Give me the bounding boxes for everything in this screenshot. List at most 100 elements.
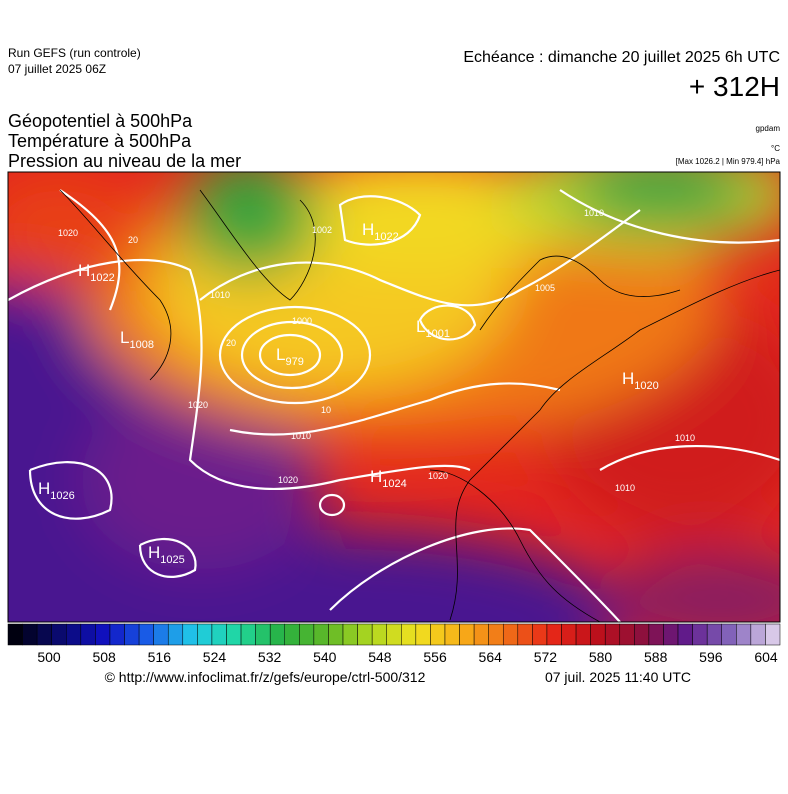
colorbar-swatch	[226, 623, 242, 646]
colorbar-swatch	[706, 623, 722, 646]
colorbar-swatch	[80, 623, 96, 646]
colorbar-swatch	[415, 623, 431, 646]
colorbar-label: 572	[534, 649, 558, 665]
unit: gpdam	[756, 124, 781, 133]
colorbar-swatch	[386, 623, 402, 646]
colorbar-label: 556	[423, 649, 447, 665]
colorbar-swatch	[299, 623, 315, 646]
colorbar-label: 508	[92, 649, 116, 665]
colorbar-swatch	[95, 623, 111, 646]
pressure-center: L1001	[416, 317, 450, 340]
contour-label: 10	[321, 405, 331, 415]
colorbar-swatch	[561, 623, 577, 646]
center-value: 1008	[129, 339, 153, 351]
center-letter: H	[370, 467, 382, 486]
contour-label: 1000	[292, 316, 312, 326]
contour-label: 1005	[535, 283, 555, 293]
map	[8, 172, 780, 622]
center-letter: H	[362, 220, 374, 239]
center-letter: H	[38, 479, 50, 498]
colorbar-swatch	[532, 623, 548, 646]
center-letter: L	[120, 328, 129, 347]
colorbar-label: 524	[203, 649, 227, 665]
colorbar-swatch	[430, 623, 446, 646]
run-date: 07 juillet 2025 06Z	[8, 62, 106, 76]
center-value: 1022	[90, 272, 114, 284]
colorbar-label: 564	[479, 649, 503, 665]
pressure-center: L979	[276, 345, 304, 368]
colorbar-swatch	[182, 623, 198, 646]
unit: °C	[771, 144, 780, 153]
title: Géopotentiel à 500hPa	[8, 111, 193, 131]
colorbar-label: 580	[589, 649, 613, 665]
colorbar-swatch	[619, 623, 635, 646]
colorbar-swatch	[51, 623, 67, 646]
colorbar-swatch	[284, 623, 300, 646]
colorbar-label: 588	[644, 649, 668, 665]
colorbar-swatch	[240, 623, 256, 646]
center-value: 1024	[382, 478, 406, 490]
colorbar-swatch	[721, 623, 737, 646]
contour-label: 1002	[312, 225, 332, 235]
colorbar-label: 540	[313, 649, 337, 665]
colorbar-swatch	[138, 623, 154, 646]
pressure-center: H1022	[78, 261, 115, 284]
colorbar-swatch	[357, 623, 373, 646]
center-value: 1020	[634, 380, 658, 392]
colorbar-swatch	[313, 623, 329, 646]
colorbar-swatch	[269, 623, 286, 646]
colorbar-swatch	[604, 623, 621, 646]
pressure-center: H1020	[622, 369, 659, 392]
colorbar-swatch	[590, 623, 606, 646]
contour-label: 1010	[210, 290, 230, 300]
contour-label: 1010	[291, 431, 311, 441]
colorbar-swatch	[36, 623, 52, 646]
contour-label: 1020	[278, 475, 298, 485]
colorbar-label: 516	[148, 649, 172, 665]
center-letter: H	[78, 261, 90, 280]
contour-label: 1010	[675, 433, 695, 443]
colorbar-swatch	[765, 623, 781, 646]
colorbar-swatch	[663, 623, 679, 646]
colorbar-label: 532	[258, 649, 282, 665]
pressure-center: H1026	[38, 479, 75, 502]
colorbar-swatch	[575, 623, 591, 646]
colorbar-swatch	[211, 623, 227, 646]
colorbar-swatch	[342, 623, 358, 646]
colorbar-swatch	[255, 623, 271, 646]
colorbar-swatch	[167, 623, 184, 646]
colorbar-swatch	[736, 623, 752, 646]
source: © http://www.infoclimat.fr/z/gefs/europe…	[105, 669, 426, 685]
generated: 07 juil. 2025 11:40 UTC	[545, 669, 691, 685]
colorbar-swatch	[648, 623, 664, 646]
colorbar-swatch	[197, 623, 213, 646]
colorbar-swatch	[153, 623, 169, 646]
colorbar-swatch	[22, 623, 38, 646]
colorbar-swatch	[401, 623, 417, 646]
colorbar-swatch	[502, 623, 519, 646]
colorbar: 500 508 516 524 532 540 548 556 564 572 580 588 596 6…	[7, 623, 781, 665]
colorbar-swatch	[546, 623, 562, 646]
contour-label: 1010	[584, 208, 604, 218]
pressure-center: H1025	[148, 543, 185, 566]
center-value: 1026	[50, 490, 74, 502]
contour-label: 1020	[428, 471, 448, 481]
colorbar-swatch	[109, 623, 125, 646]
colorbar-swatch	[473, 623, 489, 646]
colorbar-label: 604	[754, 649, 778, 665]
center-letter: L	[416, 317, 425, 336]
contour-label: 1020	[58, 228, 78, 238]
valid-time: Echéance : dimanche 20 juillet 2025 6h U…	[463, 49, 780, 66]
pressure-center: H1024	[370, 467, 407, 490]
colorbar-swatch	[66, 623, 82, 646]
center-value: 1001	[425, 328, 449, 340]
colorbar-swatch	[328, 623, 344, 646]
center-letter: H	[148, 543, 160, 562]
colorbar-swatch	[750, 623, 766, 646]
colorbar-swatch	[517, 623, 533, 646]
pressure-center: L1008	[120, 328, 154, 351]
colorbar-swatch	[677, 623, 693, 646]
contour-label: 1010	[615, 483, 635, 493]
center-letter: H	[622, 369, 634, 388]
